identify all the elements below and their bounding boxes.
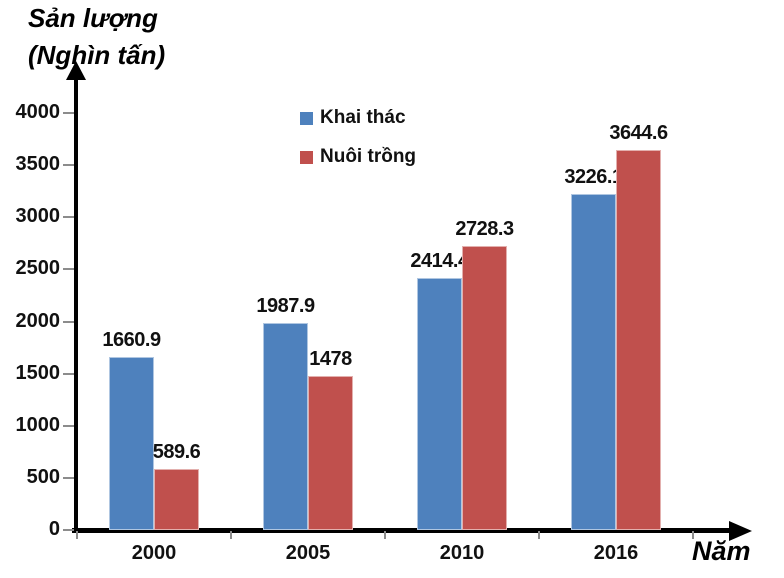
bar-nuoi-trong-2016 (616, 150, 661, 530)
y-tick-mark (63, 372, 74, 375)
bar-khai-thac-2016 (571, 193, 616, 530)
x-axis-title: Năm (692, 536, 751, 566)
bar-khai-thac-2005 (263, 322, 308, 530)
legend-label-khai-thac: Khai thác (320, 107, 406, 128)
y-axis-title-line1: Sản lượng (28, 3, 158, 33)
x-tick-mark (538, 531, 540, 539)
x-axis-arrow-icon (729, 521, 752, 541)
y-tick-label: 3000 (15, 205, 61, 228)
x-axis-line (72, 528, 730, 533)
data-label: 2414.4 (410, 250, 469, 273)
y-axis-arrow-icon (66, 61, 86, 80)
y-axis-line (74, 78, 78, 532)
legend-label-nuoi-trong: Nuôi trồng (320, 146, 417, 167)
x-category-label: 2016 (593, 542, 639, 564)
bar-khai-thac-2000 (109, 356, 154, 530)
y-tick-label: 500 (26, 465, 60, 488)
data-label: 1478 (309, 347, 352, 370)
y-tick-label: 1500 (15, 361, 61, 384)
y-tick-mark (63, 320, 74, 323)
x-category-label: 2000 (131, 542, 177, 564)
y-tick-mark (63, 216, 74, 219)
y-tick-label: 1000 (15, 413, 61, 436)
bar-nuoi-trong-2005 (308, 375, 353, 530)
y-tick-label: 2000 (15, 309, 61, 332)
y-tick-label: 2500 (15, 257, 61, 280)
y-tick-mark (63, 164, 74, 167)
y-axis-title: Sản lượng (Nghìn tấn) (28, 0, 165, 74)
bar-khai-thac-2010 (417, 278, 462, 530)
x-tick-mark (692, 531, 694, 539)
y-tick-mark (63, 476, 74, 479)
y-axis-title-line2: (Nghìn tấn) (28, 40, 166, 70)
y-tick-mark (63, 424, 74, 427)
x-category-label: 2010 (439, 542, 485, 564)
x-category-label: 2005 (285, 542, 331, 564)
data-label: 3226.1 (564, 165, 623, 188)
y-tick-mark (63, 529, 74, 531)
y-tick-mark (63, 268, 74, 271)
y-tick-label: 4000 (15, 101, 61, 123)
bar-nuoi-trong-2000 (154, 468, 199, 530)
legend-item-khai-thac: Khai thác (300, 107, 416, 128)
legend-item-nuoi-trong: Nuôi trồng (300, 146, 417, 167)
data-label: 2728.3 (455, 217, 514, 240)
data-label: 1987.9 (256, 294, 315, 317)
data-label: 1660.9 (102, 328, 161, 351)
x-tick-mark (76, 531, 78, 539)
y-tick-label: 3500 (15, 153, 61, 176)
y-tick-mark (63, 112, 74, 114)
x-tick-mark (384, 531, 386, 539)
legend-swatch-red-icon (300, 150, 313, 164)
legend-swatch-blue-icon (300, 111, 313, 125)
data-label: 589.6 (152, 440, 201, 463)
legend: Khai thác Nuôi trồng (300, 107, 417, 186)
bar-nuoi-trong-2010 (462, 245, 507, 530)
data-label: 3644.6 (609, 122, 668, 145)
x-tick-mark (230, 531, 232, 539)
y-tick-label: 0 (48, 518, 60, 540)
